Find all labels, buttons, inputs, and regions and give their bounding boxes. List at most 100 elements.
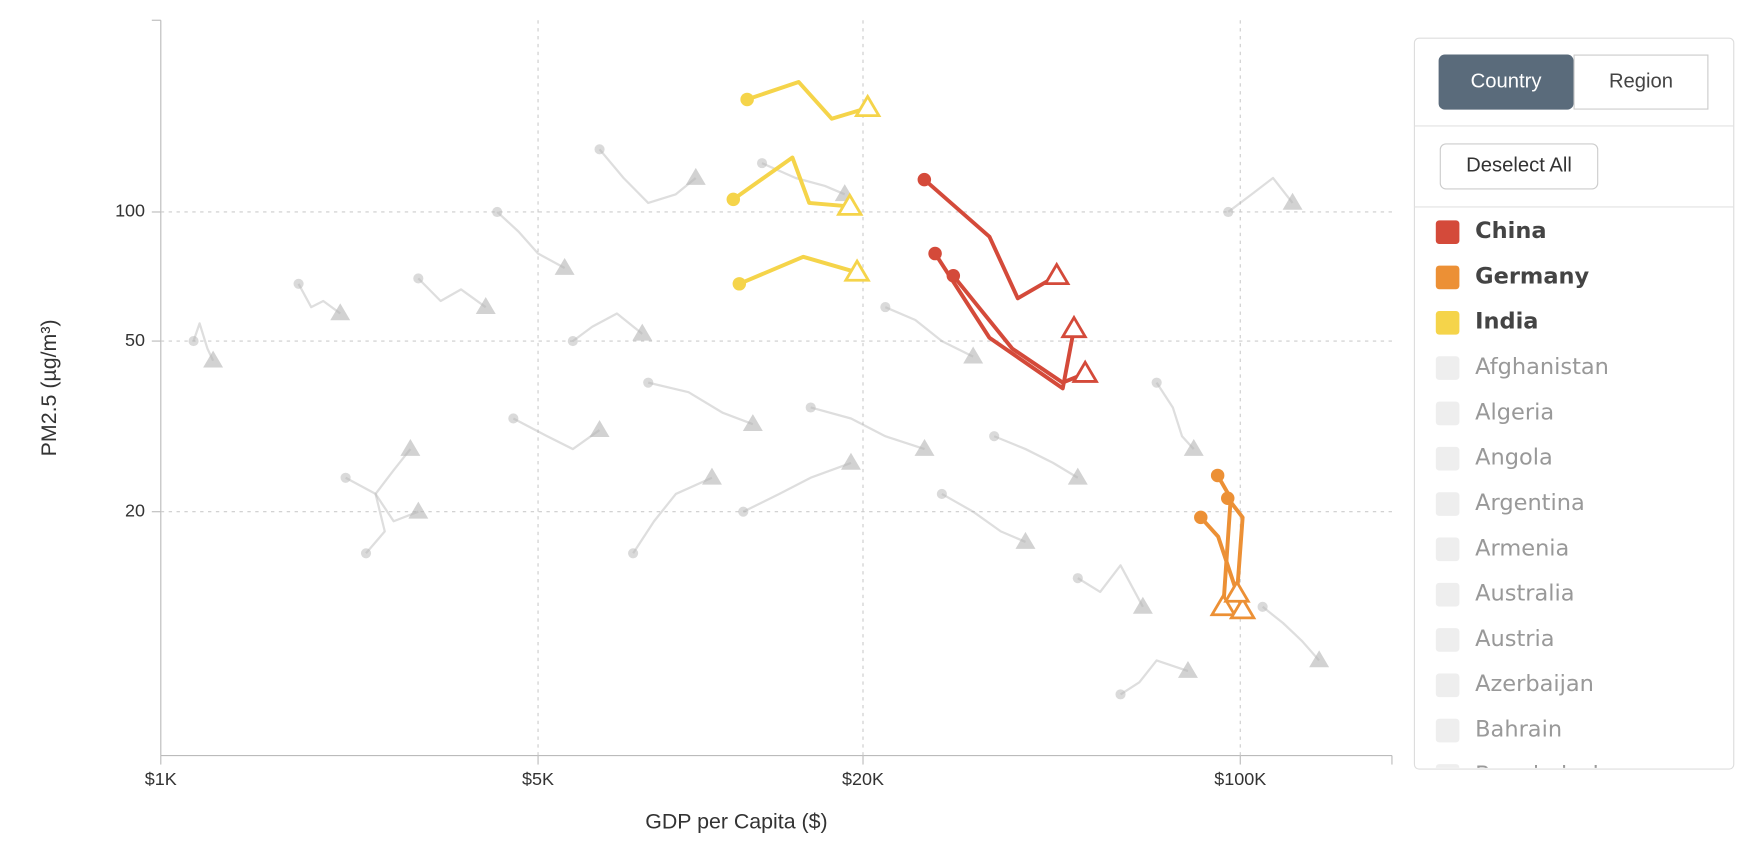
end-point	[1132, 596, 1153, 614]
start-point	[732, 277, 747, 291]
x-axis-title: GDP per Capita ($)	[645, 810, 827, 834]
legend-checkbox[interactable]	[1435, 582, 1460, 607]
background-trajectory	[192, 322, 215, 362]
legend-label[interactable]: Argentina	[1475, 490, 1585, 516]
background-trajectory	[365, 448, 412, 555]
start-point	[989, 431, 1000, 442]
end-point	[914, 438, 935, 456]
legend-label[interactable]: India	[1475, 309, 1538, 335]
y-tick-label: 100	[115, 201, 145, 221]
start-point	[726, 192, 741, 207]
start-point	[1072, 573, 1083, 584]
end-point	[1209, 592, 1237, 617]
legend-checkbox[interactable]	[1435, 401, 1460, 426]
background-trajectory	[742, 461, 852, 513]
background-trajectory	[512, 417, 601, 451]
start-point	[946, 269, 961, 283]
legend-checkbox[interactable]	[1435, 628, 1460, 652]
legend-label[interactable]: Germany	[1475, 263, 1589, 289]
deselect-label[interactable]: Deselect All	[1466, 155, 1572, 177]
start-point	[1151, 377, 1162, 388]
legend-label[interactable]: Australia	[1475, 581, 1574, 607]
start-point	[805, 402, 816, 413]
start-point	[880, 302, 891, 313]
end-point	[1071, 359, 1099, 383]
end-point	[1060, 314, 1088, 339]
end-point	[475, 297, 496, 314]
start-point	[293, 278, 304, 289]
background-trajectory	[647, 381, 754, 426]
end-point	[554, 257, 575, 275]
end-point	[853, 93, 882, 118]
tab-label[interactable]: Region	[1609, 70, 1673, 92]
legend-swatch[interactable]	[1435, 220, 1460, 244]
background-trajectory	[572, 312, 643, 343]
legend-checkbox[interactable]	[1435, 718, 1460, 743]
legend-label[interactable]: Bangladesh	[1475, 762, 1607, 788]
trajectory	[746, 79, 869, 121]
end-point	[1223, 579, 1251, 603]
start-point	[738, 506, 749, 517]
start-point	[628, 548, 639, 559]
start-point	[1115, 689, 1126, 700]
x-tick-label: $20K	[842, 769, 884, 789]
end-point	[1183, 438, 1204, 456]
legend-label[interactable]: Austria	[1475, 626, 1554, 652]
legend-label[interactable]: Azerbaijan	[1475, 671, 1594, 697]
start-point	[936, 488, 947, 500]
start-point	[643, 377, 654, 388]
start-point	[917, 172, 932, 187]
background-trajectory	[1119, 659, 1189, 696]
legend: China Germany India Afghanistan Algeria Angol…	[1435, 218, 1609, 788]
trajectory	[951, 274, 1086, 385]
end-point	[841, 452, 861, 470]
tab-label[interactable]: Country	[1471, 70, 1543, 92]
legend-label[interactable]: Afghanistan	[1475, 354, 1609, 380]
legend-label[interactable]: China	[1475, 218, 1546, 244]
legend-checkbox[interactable]	[1435, 356, 1460, 380]
legend-swatch[interactable]	[1435, 265, 1460, 290]
legend-checkbox[interactable]	[1435, 492, 1460, 516]
background-trajectory	[1227, 176, 1294, 213]
start-point	[740, 92, 754, 107]
end-point	[330, 303, 351, 321]
legend-checkbox[interactable]	[1435, 446, 1460, 471]
legend-label[interactable]: Algeria	[1475, 399, 1554, 425]
end-point	[203, 350, 224, 368]
end-point	[1177, 660, 1198, 678]
legend-label[interactable]: Armenia	[1475, 535, 1569, 561]
start-point	[492, 206, 503, 218]
end-point	[685, 167, 706, 185]
tab-button[interactable]	[1438, 54, 1574, 110]
end-point	[1228, 595, 1257, 620]
trajectory	[1226, 496, 1245, 594]
deselect-button[interactable]	[1439, 143, 1599, 190]
legend-swatch[interactable]	[1435, 310, 1460, 335]
start-point	[340, 472, 351, 483]
end-point	[843, 258, 871, 282]
tab-button[interactable]	[1573, 54, 1709, 110]
legend-checkbox[interactable]	[1435, 673, 1460, 698]
legend-label[interactable]: Bahrain	[1475, 717, 1562, 743]
end-point	[836, 192, 864, 216]
trajectory	[933, 252, 1076, 391]
legend-checkbox[interactable]	[1435, 764, 1460, 788]
end-point	[742, 414, 763, 432]
background-trajectory	[297, 283, 341, 315]
x-tick-label: $5K	[522, 769, 554, 789]
background-trajectory	[884, 306, 974, 358]
end-point	[400, 438, 421, 456]
end-point	[701, 467, 722, 485]
background-trajectory	[598, 148, 697, 205]
legend-checkbox[interactable]	[1435, 537, 1460, 562]
legend-label[interactable]: Angola	[1475, 445, 1553, 471]
start-point	[1210, 468, 1225, 483]
end-point	[1043, 261, 1071, 286]
background-trajectory	[417, 277, 487, 309]
end-point	[589, 419, 610, 437]
trajectory	[923, 178, 1058, 301]
start-point	[756, 158, 768, 169]
background-trajectory	[941, 492, 1026, 543]
start-point	[508, 413, 519, 424]
x-tick-label: $1K	[145, 769, 177, 789]
